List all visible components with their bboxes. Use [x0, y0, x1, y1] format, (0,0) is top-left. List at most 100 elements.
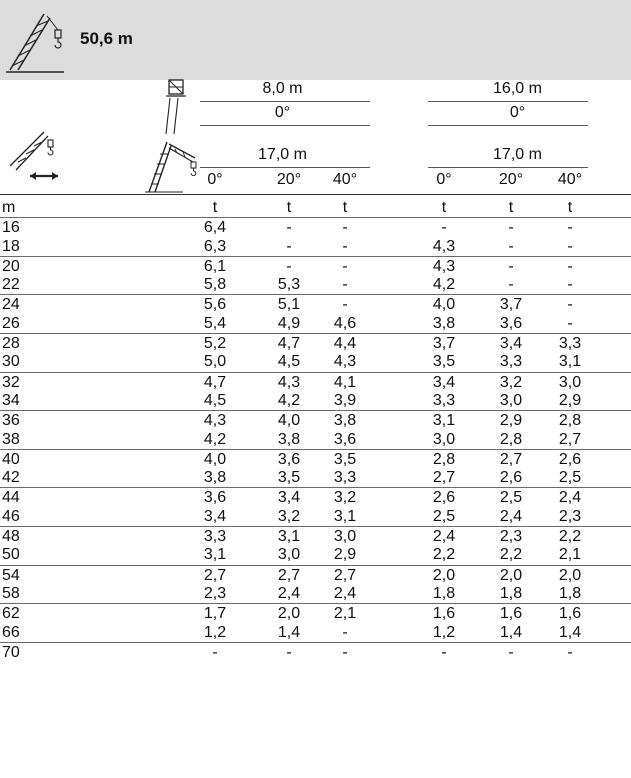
load-cell: - [508, 257, 514, 275]
luffing-jib-icon [145, 141, 197, 193]
table-row: 36 4,3 4,0 3,8 3,1 2,9 2,8 [0, 410, 631, 429]
load-cell: 4,0 [432, 296, 456, 314]
radius-cell: 70 [2, 643, 20, 661]
radius-cell: 42 [2, 469, 20, 487]
radius-cell: 36 [2, 412, 20, 430]
divider [428, 167, 588, 168]
load-cell: 3,6 [333, 430, 357, 448]
table-header-band: 50,6 m [0, 0, 631, 80]
load-cell: 3,6 [277, 450, 301, 468]
table-row: 16 6,4 - - - - - [0, 217, 631, 236]
load-cell: 1,6 [432, 605, 456, 623]
load-cell: 1,6 [558, 605, 582, 623]
load-cell: 2,9 [499, 412, 523, 430]
load-unit: t [342, 199, 348, 216]
load-cell: 4,3 [432, 257, 456, 275]
radius-cell: 58 [2, 584, 20, 602]
load-cell: 4,7 [277, 335, 301, 353]
table-row: 48 3,3 3,1 3,0 2,4 2,3 2,2 [0, 526, 631, 545]
load-cell: - [441, 643, 447, 661]
table-row: 22 5,8 5,3 - 4,2 - - [0, 275, 631, 294]
load-cell: 3,4 [277, 489, 301, 507]
load-cell: 2,7 [499, 450, 523, 468]
boom-group1: 17,0 m [258, 146, 307, 163]
radius-cell: 28 [2, 335, 20, 353]
load-cell: - [567, 314, 573, 332]
load-cell: 3,0 [558, 373, 582, 391]
table-row: 62 1,7 2,0 2,1 1,6 1,6 1,6 [0, 603, 631, 622]
load-cell: 4,3 [203, 412, 227, 430]
load-cell: 3,8 [277, 430, 301, 448]
load-cell: 2,4 [499, 507, 523, 525]
table-row: 66 1,2 1,4 - 1,2 1,4 1,4 [0, 623, 631, 642]
load-cell: 1,6 [499, 605, 523, 623]
load-cell: 4,5 [203, 391, 227, 409]
table-row: 30 5,0 4,5 4,3 3,5 3,3 3,1 [0, 352, 631, 371]
data-rows: 16 6,4- - - - -18 6,3- -4,3- -20 6,1- -4,3- -22 5,8 5… [0, 217, 631, 661]
load-cell: 2,3 [499, 528, 523, 546]
table-row: 44 3,6 3,4 3,2 2,6 2,5 2,4 [0, 487, 631, 506]
table-row: 38 4,2 3,8 3,6 3,0 2,8 2,7 [0, 430, 631, 449]
table-row: 70 - - - - - - [0, 641, 631, 661]
load-cell: - [342, 237, 348, 255]
load-cell: 1,8 [499, 584, 523, 602]
load-cell: 5,3 [277, 276, 301, 294]
load-cell: 3,5 [333, 450, 357, 468]
load-cell: - [286, 257, 292, 275]
table-row: 18 6,3 - - 4,3 - - [0, 237, 631, 256]
load-cell: 3,8 [203, 469, 227, 487]
load-cell: 2,2 [499, 546, 523, 564]
load-cell: 4,0 [203, 450, 227, 468]
radius-cell: 34 [2, 391, 20, 409]
load-cell: 3,8 [333, 412, 357, 430]
radius-cell: 50 [2, 546, 20, 564]
load-cell: 4,2 [432, 276, 456, 294]
load-cell: 3,7 [432, 335, 456, 353]
load-cell: 4,2 [277, 391, 301, 409]
load-cell: 2,7 [432, 469, 456, 487]
load-cell: 3,0 [277, 546, 301, 564]
table-row: 50 3,1 3,0 2,9 2,2 2,2 2,1 [0, 545, 631, 564]
load-cell: 1,4 [499, 623, 523, 641]
divider [200, 125, 370, 126]
load-cell: 3,9 [333, 391, 357, 409]
load-cell: 2,1 [558, 546, 582, 564]
table-row: 58 2,3 2,4 2,4 1,8 1,8 1,8 [0, 584, 631, 603]
load-cell: - [342, 219, 348, 237]
load-unit: t [286, 199, 292, 216]
table-row: 20 6,1 - - 4,3 - - [0, 255, 631, 275]
divider [200, 101, 370, 102]
radius-cell: 38 [2, 430, 20, 448]
load-cell: 2,3 [558, 507, 582, 525]
load-cell: 4,5 [277, 353, 301, 371]
units-row: m t t t t t t [0, 198, 631, 217]
load-cell: - [567, 276, 573, 294]
jib-length-icon [165, 79, 186, 135]
radius-cell: 26 [2, 314, 20, 332]
load-cell: - [342, 257, 348, 275]
load-cell: 2,9 [558, 391, 582, 409]
load-cell: 2,0 [499, 566, 523, 584]
divider [428, 125, 588, 126]
load-cell: 3,8 [432, 314, 456, 332]
load-unit: t [441, 199, 447, 216]
load-cell: 2,8 [558, 412, 582, 430]
load-cell: 2,9 [333, 546, 357, 564]
divider [428, 101, 588, 102]
radius-cell: 44 [2, 489, 20, 507]
load-cell: 1,8 [432, 584, 456, 602]
table-row: 40 4,0 3,6 3,5 2,8 2,7 2,6 [0, 448, 631, 468]
radius-cell: 32 [2, 373, 20, 391]
load-cell: 2,2 [558, 528, 582, 546]
radius-cell: 66 [2, 623, 20, 641]
load-cell: 2,1 [333, 605, 357, 623]
load-cell: 1,8 [558, 584, 582, 602]
radius-cell: 22 [2, 276, 20, 294]
load-cell: 3,4 [499, 335, 523, 353]
load-cell: 5,0 [203, 353, 227, 371]
load-cell: 4,3 [277, 373, 301, 391]
load-cell: - [508, 237, 514, 255]
load-cell: - [342, 276, 348, 294]
load-cell: - [508, 276, 514, 294]
load-cell: 5,6 [203, 296, 227, 314]
